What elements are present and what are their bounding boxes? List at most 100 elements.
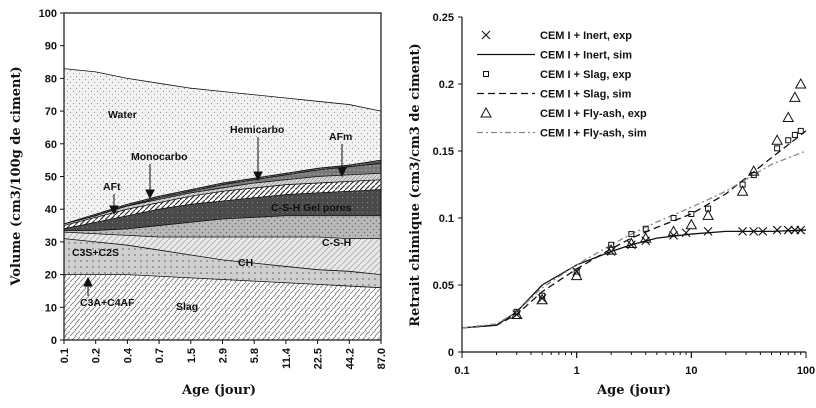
point-cem-i-slag-exp (774, 145, 781, 152)
point-cem-i-fly-ash-exp (605, 244, 618, 255)
area-c-s-h (64, 215, 381, 239)
point-cem-i-slag-exp (797, 127, 804, 134)
region-label-ch: CH (238, 257, 253, 269)
volume-y-tick-label: 0 (51, 335, 57, 347)
legend-marker-sample (480, 106, 492, 118)
point-cem-i-slag-exp (628, 231, 635, 238)
volume-x-tick-label: 11.4 (281, 347, 293, 369)
point-cem-i-fly-ash-exp (625, 237, 638, 248)
volume-x-tick-label: 0.4 (122, 347, 134, 363)
volume-x-tick-label: 44.2 (344, 348, 356, 369)
shrinkage-x-tick-label: 1 (574, 365, 580, 377)
point-cem-i-inert-exp (738, 227, 747, 236)
volume-y-tick-label: 30 (45, 237, 57, 249)
volume-x-tick-label: 0.7 (154, 348, 166, 363)
monocarbo-arrowhead (145, 189, 155, 200)
area-aft (64, 179, 381, 229)
volume-x-tick-label: 2.9 (218, 348, 230, 363)
hemicarbo-arrowhead (253, 171, 263, 182)
legend-label: CEM I + Fly-ash, exp (540, 108, 647, 120)
boundary-ch (63, 238, 382, 275)
region-label-slag: Slag (176, 301, 198, 313)
volume-y-tick-label: 80 (45, 73, 57, 85)
shrinkage-sim-lines (461, 130, 807, 329)
point-cem-i-slag-exp (670, 215, 677, 221)
boundary-water (63, 68, 382, 112)
area-monocarbo (64, 173, 381, 226)
legend-label: CEM I + Fly-ash, sim (540, 128, 647, 140)
area-slag (64, 274, 381, 340)
volume-x-tick-label: 0.2 (91, 348, 103, 363)
point-cem-i-inert-exp (749, 227, 759, 236)
region-label-c3s-c2s: C3S+C2S (72, 247, 119, 259)
point-cem-i-inert-exp (681, 228, 691, 238)
point-cem-i-fly-ash-exp (536, 293, 548, 305)
point-cem-i-slag-exp (608, 241, 615, 248)
volume-x-tick-label: 22.5 (313, 348, 325, 369)
shrinkage-legend: CEM I + Inert, exp CEM I + Inert, sim CEM … (477, 30, 647, 140)
shrinkage-x-ticks: 0.1 1 10 100 (454, 352, 815, 377)
shrinkage-x-tick-label: 10 (685, 365, 697, 377)
volume-y-tick-label: 10 (45, 302, 57, 314)
afm-arrowhead (337, 167, 347, 178)
region-label-hemicarbo: Hemicarbo (230, 124, 284, 136)
volume-y-tick-label: 60 (45, 139, 57, 151)
volume-boundary-lines (63, 68, 382, 289)
volume-x-ticks: 0.1 0.2 0.4 0.7 1.5 2.9 5.8 11.4 22.5 44.2 87.0 (59, 340, 388, 369)
shrinkage-y-tick-label: 0.1 (439, 213, 454, 225)
point-cem-i-inert-exp (796, 225, 806, 235)
shrinkage-x-tick-label: 0.1 (454, 365, 469, 377)
point-cem-i-slag-exp (642, 225, 649, 232)
volume-x-tick-label: 1.5 (186, 348, 198, 363)
boundary-c3s-c2s (63, 231, 381, 240)
region-label-csh-gel-pores: C-S-H Gel pores (271, 202, 352, 214)
area-hemicarbo (64, 163, 381, 224)
point-cem-i-slag-exp (791, 131, 798, 138)
point-cem-i-fly-ash-exp (510, 308, 523, 319)
legend-marker-sample (481, 30, 491, 40)
region-label-c3a-c4af: C3A+C4AF (80, 297, 135, 309)
c3a-arrowhead (83, 276, 93, 287)
shrinkage-y-ticks: 0 0.05 0.1 0.15 0.2 0.25 (433, 12, 462, 359)
shrinkage-y-tick-label: 0.25 (433, 12, 454, 24)
legend-label: CEM I + Inert, exp (540, 30, 632, 42)
point-cem-i-fly-ash-exp (794, 77, 807, 89)
volume-x-tick-label: 5.8 (249, 348, 261, 363)
boundary-c-s-h-gel-pores (63, 189, 382, 230)
point-cem-i-slag-exp (539, 292, 546, 299)
shrinkage-y-tick-label: 0.15 (433, 146, 454, 158)
volume-y-ticks: 0 10 20 30 40 50 60 70 80 90 100 (39, 8, 64, 347)
point-cem-i-fly-ash-exp (685, 218, 698, 230)
point-cem-i-slag-exp (573, 268, 580, 275)
boundary-slag (64, 274, 382, 289)
legend-label: CEM I + Slag, exp (540, 69, 632, 81)
point-cem-i-fly-ash-exp (736, 185, 749, 196)
point-cem-i-fly-ash-exp (789, 91, 801, 102)
volume-y-tick-label: 50 (45, 172, 57, 184)
point-cem-i-fly-ash-exp (747, 165, 760, 176)
shrinkage-y-tick-label: 0.2 (439, 79, 454, 91)
shrinkage-chart: 0 0.05 0.1 0.15 0.2 0.25 0.1 1 10 100 CEM I + In… (408, 12, 815, 398)
volume-y-tick-label: 100 (39, 8, 57, 20)
legend-label: CEM I + Inert, sim (540, 50, 632, 62)
volume-y-tick-label: 20 (45, 270, 57, 282)
area-c-s-h-gel-pores (64, 189, 381, 231)
annotation-arrows (83, 137, 347, 296)
volume-x-tick-label: 87.0 (376, 348, 388, 369)
volume-y-tick-label: 70 (45, 106, 57, 118)
boundary-aft (63, 179, 382, 226)
area-water (64, 68, 381, 224)
point-cem-i-slag-exp (688, 210, 695, 217)
volume-chart: 0 10 20 30 40 50 60 70 80 90 100 0.1 0.2 0.4 0.7 1.5 2.… (9, 8, 388, 398)
volume-x-axis-title: Age (jour) (181, 383, 256, 398)
point-cem-i-fly-ash-exp (667, 225, 680, 236)
shrinkage-y-tick-label: 0 (448, 347, 454, 359)
point-cem-i-inert-exp (758, 227, 768, 236)
area-c3s-c2s (64, 232, 381, 275)
series-cem-i-inert-sim (461, 229, 807, 329)
series-cem-i-fly-ash-sim (461, 150, 807, 329)
volume-y-tick-label: 40 (45, 204, 57, 216)
region-label-aft: AFt (103, 181, 121, 193)
boundary-c-s-h (64, 215, 381, 231)
